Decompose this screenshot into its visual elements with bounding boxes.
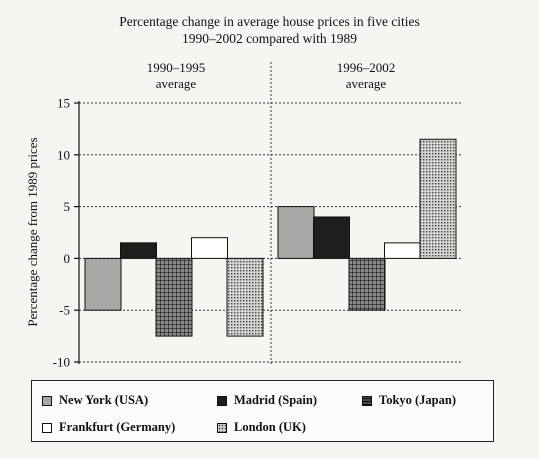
- bar-frankfurt-1996-2002: [384, 242, 421, 259]
- bar-frankfurt-1990-1995: [191, 237, 228, 259]
- bar-new-1996-2002: [277, 206, 315, 259]
- legend-swatch: [217, 422, 227, 433]
- period-label-1990-1995-line1: 1990–1995: [146, 60, 206, 75]
- legend-item-frankfurt: Frankfurt (Germany): [42, 420, 175, 435]
- y-tick-label-4: -5: [59, 303, 70, 318]
- period-label-1996-2002-line1: 1996–2002: [336, 60, 396, 75]
- legend-item-tokyo: Tokyo (Japan): [362, 393, 456, 408]
- legend-swatch: [42, 422, 52, 433]
- bar-madrid-1996-2002: [313, 216, 350, 259]
- bar-london-1996-2002: [419, 138, 457, 259]
- legend-label: Frankfurt (Germany): [59, 420, 176, 434]
- y-tick-label-1: 10: [57, 147, 70, 162]
- y-axis-label: Percentage change from 1989 prices: [25, 137, 40, 326]
- legend-label: London (UK): [234, 420, 306, 434]
- y-tick-label-3: 0: [64, 251, 71, 266]
- y-tick-label-0: 15: [57, 96, 70, 111]
- chart-plot: 15 10 5 0 -5 -10 Percentage change from 1989 p…: [25, 62, 462, 370]
- chart-title-line-2: 1990–2002 compared with 1989: [181, 31, 358, 46]
- y-tick-label-5: -10: [53, 355, 70, 370]
- bar-london-1990-1995: [226, 257, 264, 337]
- chart-legend: New York (USA) Madrid (Spain) Tokyo (Japan…: [31, 380, 494, 442]
- legend-label: Tokyo (Japan): [379, 393, 456, 407]
- bar-madrid-1990-1995: [120, 242, 157, 259]
- period-label-1990-1995: 1990–1995 average: [106, 60, 246, 92]
- legend-item-new: New York (USA): [42, 393, 148, 408]
- bar-tokyo-1990-1995: [155, 257, 193, 337]
- period-label-1996-2002: 1996–2002 average: [296, 60, 436, 92]
- legend-label: Madrid (Spain): [234, 393, 318, 407]
- y-tick-label-2: 5: [64, 199, 71, 214]
- legend-item-london: London (UK): [217, 420, 306, 435]
- legend-swatch: [362, 395, 372, 406]
- legend-label: New York (USA): [59, 393, 149, 407]
- legend-item-madrid: Madrid (Spain): [217, 393, 317, 408]
- period-label-1996-2002-line2: average: [345, 76, 387, 91]
- legend-swatch: [42, 395, 52, 406]
- bar-new-1990-1995: [84, 257, 122, 311]
- bar-tokyo-1996-2002: [348, 257, 386, 311]
- chart-title-line-1: Percentage change in average house price…: [119, 14, 420, 29]
- legend-swatch: [217, 395, 227, 406]
- period-label-1990-1995-line2: average: [155, 76, 197, 91]
